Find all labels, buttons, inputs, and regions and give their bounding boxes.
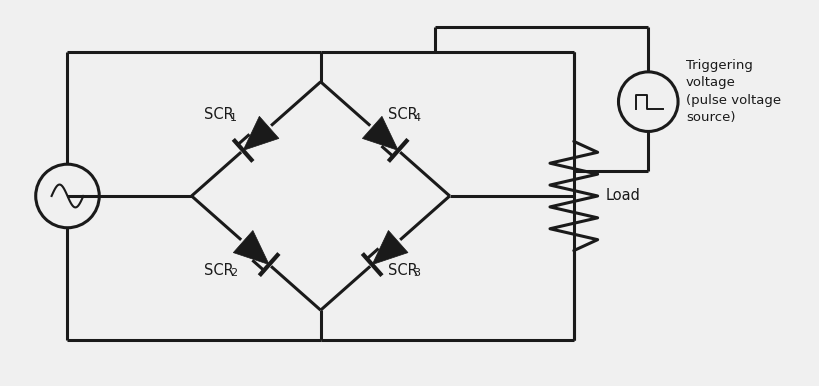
Text: 2: 2 <box>229 268 237 278</box>
Polygon shape <box>242 116 278 151</box>
Polygon shape <box>362 116 398 151</box>
Text: 1: 1 <box>229 113 237 123</box>
Text: SCR: SCR <box>204 263 234 278</box>
Text: 4: 4 <box>413 113 420 123</box>
Text: SCR: SCR <box>204 107 234 122</box>
Text: SCR: SCR <box>387 263 418 278</box>
Text: SCR: SCR <box>387 107 418 122</box>
Text: Triggering
voltage
(pulse voltage
source): Triggering voltage (pulse voltage source… <box>686 59 781 124</box>
Polygon shape <box>372 230 408 264</box>
Text: 3: 3 <box>413 268 420 278</box>
Text: Load: Load <box>605 188 640 203</box>
Polygon shape <box>233 230 269 264</box>
